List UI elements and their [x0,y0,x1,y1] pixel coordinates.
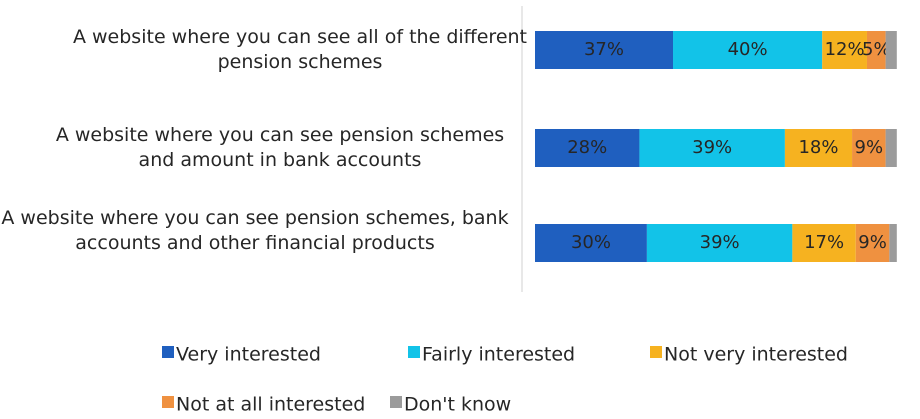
value-label: 40% [728,39,768,60]
bar-segment [889,224,897,262]
value-label: 5% [862,39,891,60]
value-label: 28% [567,137,607,158]
legend-swatch [162,396,174,408]
bar-segment [639,129,785,167]
category-label: A website where you can see pension sche… [1,206,509,254]
value-label: 39% [700,232,740,253]
value-label: 39% [692,137,732,158]
legend-swatch [408,346,420,358]
legend-swatch [650,346,662,358]
bar-segment [673,31,823,69]
value-label: 9% [855,137,884,158]
value-label: 17% [804,232,844,253]
bar-segment [885,129,897,167]
value-label: 12% [825,39,865,60]
bar-segment [646,224,793,262]
legend-label: Don't know [404,394,511,416]
legend-label: Not very interested [664,344,848,366]
bar-segment [792,224,856,262]
bar-segment [784,129,853,167]
bar-segment [535,129,640,167]
value-label: 30% [571,232,611,253]
legend-label: Very interested [176,344,321,366]
bar-segment [852,129,886,167]
bar-segment [855,224,890,262]
legend-label: Fairly interested [422,344,575,366]
value-label: 18% [798,137,838,158]
legend-swatch [162,346,174,358]
legend-swatch [390,396,402,408]
bar-segment [885,31,897,69]
category-label: A website where you can see all of the d… [72,26,528,73]
value-label: 37% [584,39,624,60]
value-label: 9% [858,232,887,253]
bar-segment [822,31,867,69]
bar-segment [535,224,647,262]
legend-label: Not at all interested [176,394,365,416]
bar-segment [535,31,674,69]
bar-segment [866,31,886,69]
category-label: A website where you can see pension sche… [55,124,505,171]
